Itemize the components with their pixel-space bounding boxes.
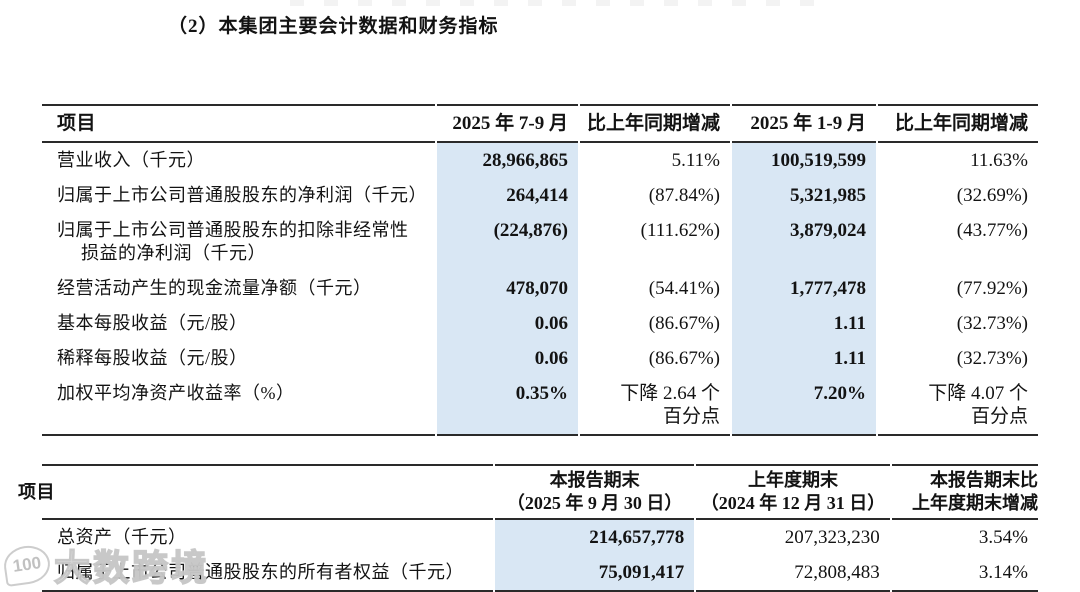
balance-sheet-summary-table: 项目 本报告期末 （2025 年 9 月 30 日） 上年度期末 （2024 年…: [18, 464, 1040, 592]
table-row: 归属于上市公司普通股股东的净利润（千元） 264,414 (87.84%) 5,…: [42, 178, 1038, 213]
table-row: 归属于上市公司普通股股东的所有者权益（千元） 75,091,417 72,808…: [42, 555, 1038, 592]
value-q3: 0.06: [437, 306, 578, 341]
table-row: 营业收入（千元） 28,966,865 5.11% 100,519,599 11…: [42, 143, 1038, 178]
table-row: 稀释每股收益（元/股） 0.06 (86.67%) 1.11 (32.73%): [42, 341, 1038, 376]
value-ytd: 1.11: [732, 341, 876, 376]
col-header-item: 项目: [42, 104, 435, 143]
row-label: 基本每股收益（元/股）: [57, 313, 248, 333]
row-label: 经营活动产生的现金流量净额（千元）: [57, 278, 372, 298]
col-header-ytd-2025: 2025 年 1-9 月: [732, 104, 876, 143]
change-period: 3.14%: [891, 555, 1038, 592]
table-header-row: 项目 本报告期末 （2025 年 9 月 30 日） 上年度期末 （2024 年…: [18, 464, 1038, 520]
table-row: 归属于上市公司普通股股东的扣除非经常性 损益的净利润（千元） (224,876)…: [42, 213, 1038, 271]
value-ytd: 7.20%: [732, 376, 876, 436]
table-row: 基本每股收益（元/股） 0.06 (86.67%) 1.11 (32.73%): [42, 306, 1038, 341]
col-header-prior-year-end: 上年度期末 （2024 年 12 月 31 日）: [696, 464, 890, 520]
change-period: 3.54%: [978, 527, 1028, 548]
change-q3: 下降 2.64 个 百分点: [580, 376, 730, 436]
row-label: 加权平均净资产收益率（%）: [42, 376, 435, 436]
col-header-yoy-change-q3: 比上年同期增减: [580, 104, 730, 143]
value-q3: 264,414: [437, 178, 578, 213]
value-q3: 0.06: [437, 341, 578, 376]
col-header-yoy-change-ytd: 比上年同期增减: [878, 104, 1038, 143]
row-label: 总资产（千元）: [57, 527, 187, 547]
col-header-item: 项目: [18, 464, 493, 520]
value-ytd: 3,879,024: [732, 213, 876, 271]
value-ytd: 1.11: [732, 306, 876, 341]
key-financial-data-table: 项目 2025 年 7-9 月 比上年同期增减 2025 年 1-9 月 比上年…: [40, 104, 1040, 436]
change-q3: (86.67%): [648, 348, 720, 369]
row-label: 稀释每股收益（元/股）: [57, 348, 248, 368]
change-q3: (111.62%): [640, 220, 720, 241]
value-current-period-end: 214,657,778: [494, 520, 695, 555]
change-q3: (87.84%): [648, 185, 720, 206]
col-header-period-change: 本报告期末比 上年度期末增减: [891, 464, 1038, 520]
table-row: 总资产（千元） 214,657,778 207,323,230 3.54%: [42, 520, 1038, 555]
change-ytd: (32.69%): [956, 185, 1028, 206]
value-ytd: 100,519,599: [732, 143, 876, 178]
row-label: 营业收入（千元）: [57, 150, 205, 170]
col-header-current-period-end: 本报告期末 （2025 年 9 月 30 日）: [494, 464, 695, 520]
table-row: 加权平均净资产收益率（%） 0.35% 下降 2.64 个 百分点 7.20% …: [42, 376, 1038, 436]
section-title: （2）本集团主要会计数据和财务指标: [168, 16, 499, 37]
change-ytd: 11.63%: [970, 150, 1028, 171]
value-q3: 478,070: [437, 271, 578, 306]
value-q3: 28,966,865: [437, 143, 578, 178]
value-current-period-end: 75,091,417: [494, 555, 695, 592]
table-row: 经营活动产生的现金流量净额（千元） 478,070 (54.41%) 1,777…: [42, 271, 1038, 306]
table-header-row: 项目 2025 年 7-9 月 比上年同期增减 2025 年 1-9 月 比上年…: [42, 104, 1038, 143]
change-ytd: 下降 4.07 个 百分点: [878, 376, 1038, 436]
change-q3: (86.67%): [648, 313, 720, 334]
change-ytd: (43.77%): [956, 220, 1028, 241]
row-label: 归属于上市公司普通股股东的净利润（千元）: [57, 185, 427, 205]
cropped-previous-line: [290, 0, 830, 6]
value-prior-year-end: 207,323,230: [784, 527, 880, 548]
value-ytd: 1,777,478: [732, 271, 876, 306]
row-label: 归属于上市公司普通股股东的所有者权益（千元）: [42, 555, 493, 592]
value-ytd: 5,321,985: [732, 178, 876, 213]
value-q3: 0.35%: [437, 376, 578, 436]
value-q3: (224,876): [437, 213, 578, 271]
change-q3: 5.11%: [671, 150, 720, 171]
change-ytd: (32.73%): [956, 313, 1028, 334]
change-ytd: (77.92%): [956, 278, 1028, 299]
change-q3: (54.41%): [648, 278, 720, 299]
col-header-q3-2025: 2025 年 7-9 月: [437, 104, 578, 143]
row-label: 归属于上市公司普通股股东的扣除非经常性 损益的净利润（千元）: [57, 220, 409, 263]
value-prior-year-end: 72,808,483: [696, 555, 890, 592]
change-ytd: (32.73%): [956, 348, 1028, 369]
